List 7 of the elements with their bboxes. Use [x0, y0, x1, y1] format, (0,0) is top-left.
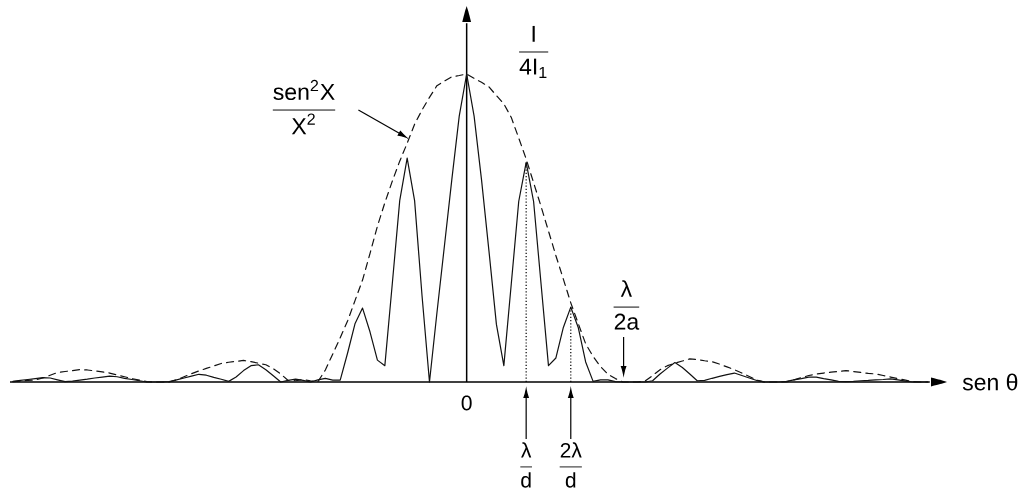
annotation: $\frac{\text{sen}^{\text{2}}\text{X}}{\text{X}^{\text{2}}}$: [272, 79, 336, 135]
x-tick-label: $\frac{\text{2λ}}{\text{d}}$: [559, 442, 582, 488]
annotation: $\frac{\text{λ}}{\text{2a}}$: [613, 280, 640, 330]
x-tick-label: $\frac{\text{λ}}{\text{d}}$: [520, 442, 532, 488]
y-axis-title: $\frac{\text{I}}{\text{4I}_{\text{1}}}$: [519, 25, 549, 79]
x-axis-title: sen θ: [962, 373, 1018, 391]
x-tick-label: 0: [461, 395, 472, 411]
